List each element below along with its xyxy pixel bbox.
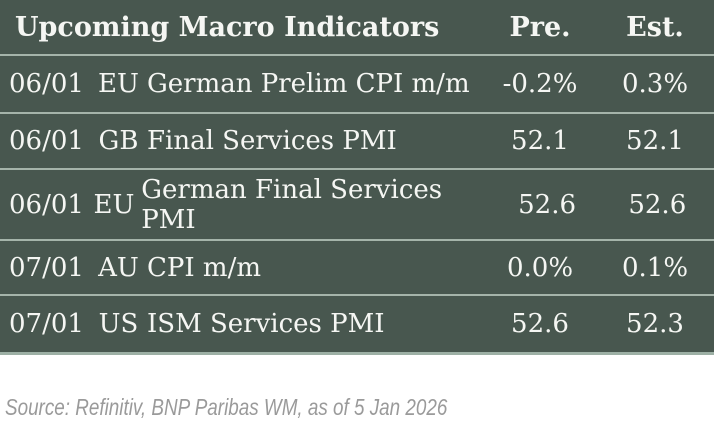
est-column-header: Est. xyxy=(626,11,684,43)
date-cell: 07/01 xyxy=(9,309,84,339)
pre-value-cell: 52.1 xyxy=(511,126,569,156)
region-cell: GB xyxy=(98,126,139,156)
table-row: 06/01 EU German Prelim CPI m/m -0.2% 0.3… xyxy=(0,54,714,112)
est-value-cell: 0.1% xyxy=(621,252,689,283)
indicator-cell: ISM Services PMI xyxy=(147,309,385,339)
table-row: 07/01 AU CPI m/m 0.0% 0.1% xyxy=(0,239,714,294)
macro-indicators-table: Upcoming Macro Indicators Pre. Est. 06/0… xyxy=(0,0,714,355)
pre-value-cell: 52.6 xyxy=(518,189,577,220)
indicator-cell: CPI m/m xyxy=(147,252,261,283)
date-cell: 06/01 xyxy=(9,126,84,156)
est-value-cell: 0.3% xyxy=(621,69,689,99)
indicator-cell: Final Services PMI xyxy=(147,126,397,156)
region-cell: EU xyxy=(98,69,139,99)
pre-column-header: Pre. xyxy=(509,11,571,43)
pre-value-cell: -0.2% xyxy=(502,69,578,99)
date-cell: 07/01 xyxy=(9,252,84,283)
est-value-cell: 52.3 xyxy=(626,309,684,339)
indicator-cell: German Final Services PMI xyxy=(141,174,443,235)
indicator-cell: German Prelim CPI m/m xyxy=(147,69,470,99)
est-value-cell: 52.6 xyxy=(628,189,687,220)
date-cell: 06/01 xyxy=(9,69,84,99)
date-cell: 06/01 xyxy=(9,189,84,220)
region-cell: AU xyxy=(98,252,139,283)
pre-value-cell: 0.0% xyxy=(506,252,574,283)
table-row: 06/01 GB Final Services PMI 52.1 52.1 xyxy=(0,112,714,168)
region-cell: EU xyxy=(93,189,135,220)
region-cell: US xyxy=(98,309,139,339)
table-row: 07/01 US ISM Services PMI 52.6 52.3 xyxy=(0,294,714,352)
source-note: Source: Refinitiv, BNP Paribas WM, as of… xyxy=(5,394,448,420)
table-header-row: Upcoming Macro Indicators Pre. Est. xyxy=(0,0,714,54)
table-row: 06/01 EU German Final Services PMI 52.6 … xyxy=(0,168,714,239)
pre-value-cell: 52.6 xyxy=(511,309,569,339)
table-title: Upcoming Macro Indicators xyxy=(15,11,440,43)
est-value-cell: 52.1 xyxy=(626,126,684,156)
